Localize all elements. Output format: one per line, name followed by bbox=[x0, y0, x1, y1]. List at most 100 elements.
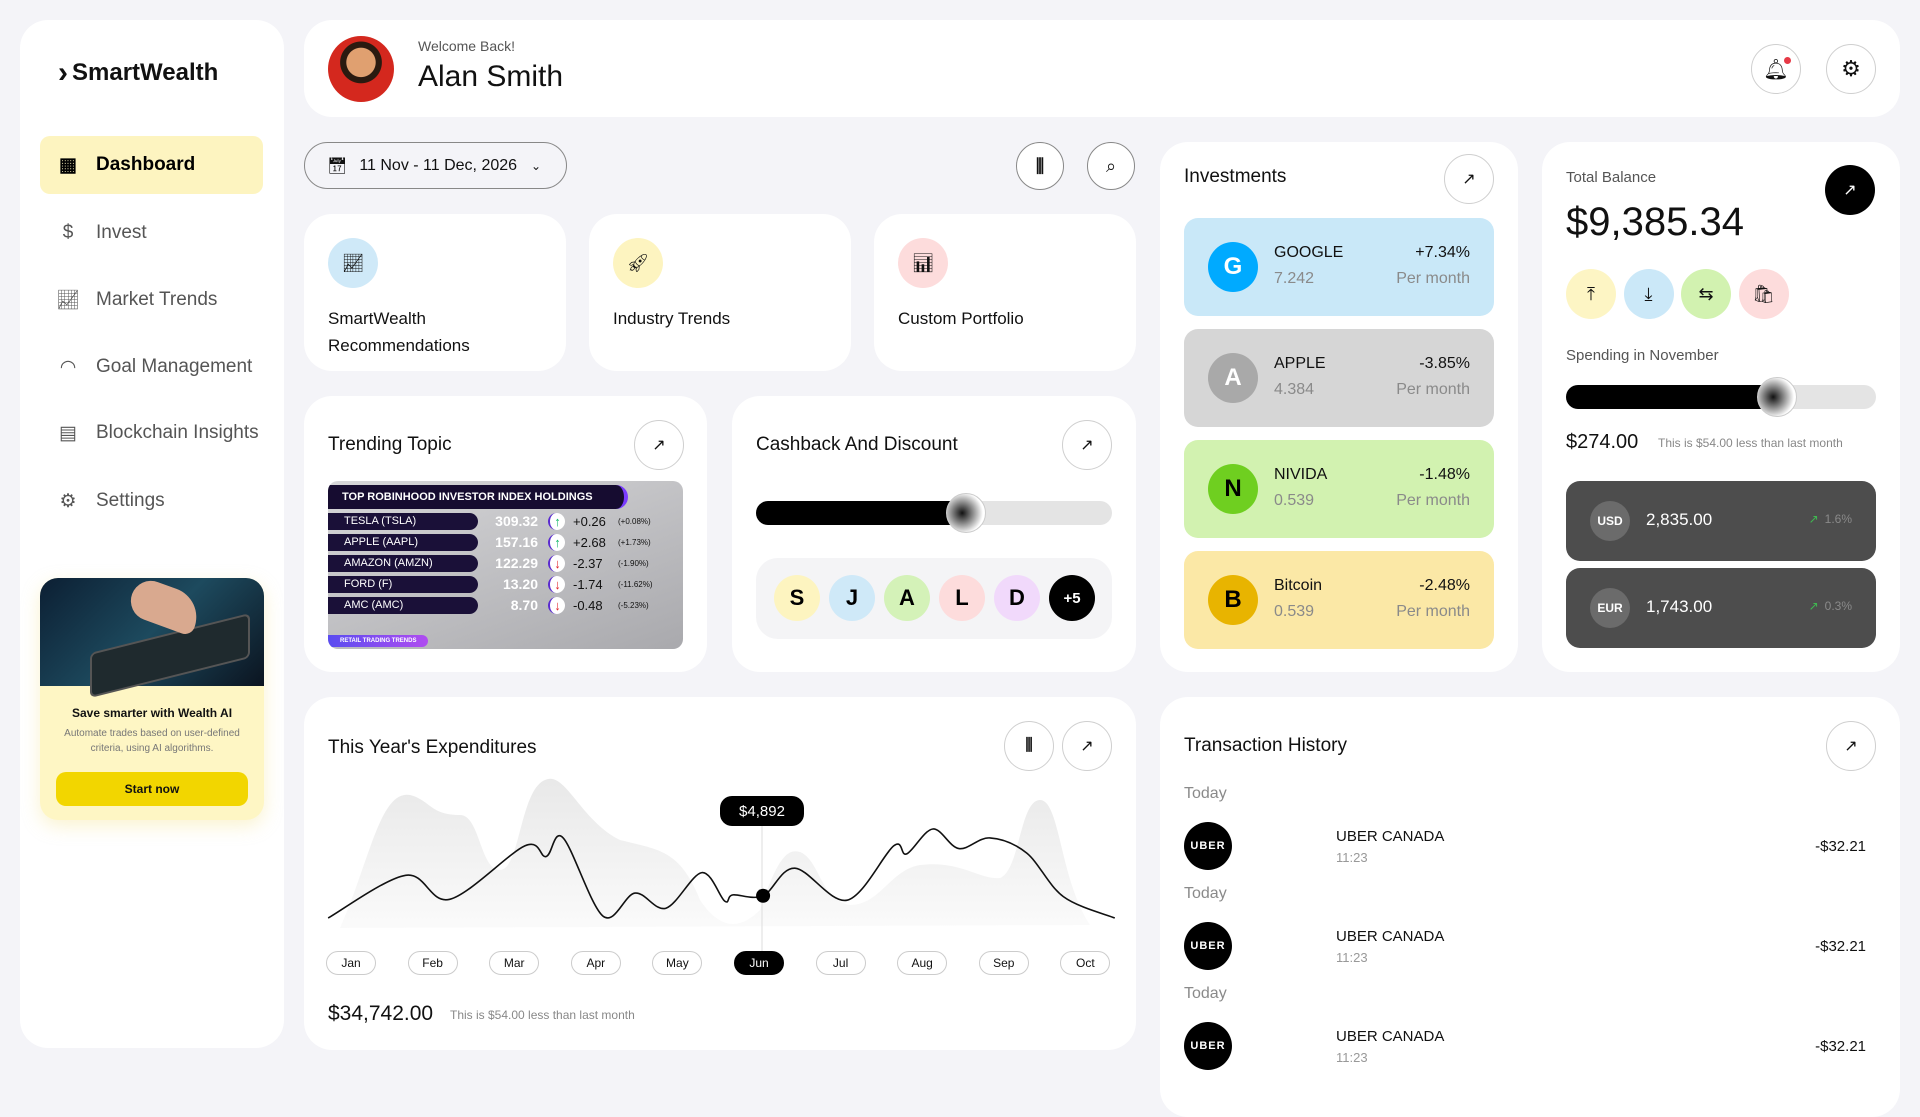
sidebar-item-blockchain-insights[interactable]: ▤ Blockchain Insights bbox=[40, 404, 263, 462]
month-apr[interactable]: Apr bbox=[570, 951, 621, 975]
investment-change: +7.34% bbox=[1415, 244, 1470, 261]
transaction-time: 11:23 bbox=[1336, 1050, 1368, 1065]
expenditures-filter-button[interactable]: ⫼ bbox=[1004, 721, 1054, 771]
sidebar-item-goal-management[interactable]: ◠ Goal Management bbox=[40, 338, 263, 396]
search-button[interactable]: ⌕ bbox=[1087, 142, 1135, 190]
avatar[interactable] bbox=[328, 36, 394, 102]
investment-period: Per month bbox=[1396, 381, 1470, 398]
investment-bitcoin[interactable]: B Bitcoin 0.539 -2.48% Per month bbox=[1184, 551, 1494, 649]
transactions-open-button[interactable]: ↗ bbox=[1826, 721, 1876, 771]
investments-open-button[interactable]: ↗ bbox=[1444, 154, 1494, 204]
notifications-button[interactable]: 🔔︎ bbox=[1751, 44, 1801, 94]
member-avatar[interactable]: D bbox=[994, 575, 1040, 621]
gauge-icon: ◠ bbox=[59, 356, 77, 378]
slider-knob[interactable] bbox=[946, 493, 987, 533]
arrow-up-right-icon: ↗ bbox=[1462, 171, 1476, 188]
arrow-up-right-icon: ↗ bbox=[1080, 437, 1094, 454]
transaction-time: 11:23 bbox=[1336, 850, 1368, 865]
sidebar-item-label: Settings bbox=[96, 490, 165, 511]
trending-image[interactable]: TOP ROBINHOOD INVESTOR INDEX HOLDINGS TE… bbox=[328, 481, 683, 649]
start-now-button[interactable]: Start now bbox=[56, 772, 248, 806]
investment-change: -2.48% bbox=[1419, 577, 1470, 594]
sidebar-item-invest[interactable]: $ Invest bbox=[40, 204, 263, 262]
sidebar-item-dashboard[interactable]: ▦ Dashboard bbox=[40, 136, 263, 194]
investment-name: GOOGLE bbox=[1274, 244, 1344, 261]
month-mar[interactable]: Mar bbox=[489, 951, 540, 975]
transfer-icon: ⇆ bbox=[1698, 283, 1714, 304]
download-button[interactable]: ⤓ bbox=[1623, 269, 1674, 319]
investment-apple[interactable]: A APPLE 4.384 -3.85% Per month bbox=[1184, 329, 1494, 427]
quick-card-label: Custom Portfolio bbox=[898, 309, 1024, 328]
promo-image bbox=[40, 578, 264, 698]
spending-knob[interactable] bbox=[1756, 377, 1797, 417]
holding-price: 157.16 bbox=[495, 534, 538, 550]
upload-icon: ⤒ bbox=[1587, 283, 1595, 304]
download-icon: ⤓ bbox=[1644, 283, 1653, 304]
quick-card-1[interactable]: 🚀︎ Industry Trends bbox=[589, 214, 851, 371]
holding-price: 309.32 bbox=[495, 513, 538, 529]
transaction-amount: -$32.21 bbox=[1815, 838, 1866, 855]
spending-label: Spending in November bbox=[1566, 347, 1719, 364]
brand-logo[interactable]: › SmartWealth bbox=[58, 56, 218, 90]
cashback-slider[interactable] bbox=[756, 493, 1112, 533]
arrow-up-right-icon: ↗ bbox=[1080, 738, 1094, 755]
month-aug[interactable]: Aug bbox=[897, 951, 948, 975]
balance-open-button[interactable]: ↗ bbox=[1825, 165, 1875, 215]
currency-usd[interactable]: USD 2,835.00 ↗ 1.6% bbox=[1566, 481, 1876, 561]
sliders-icon: ⫼ bbox=[1025, 737, 1033, 754]
expenditure-line bbox=[327, 828, 1116, 919]
bag-button[interactable]: 🛍︎ bbox=[1738, 269, 1789, 319]
trending-open-button[interactable]: ↗ bbox=[634, 420, 684, 470]
member-avatar[interactable]: A bbox=[884, 575, 930, 621]
investment-google[interactable]: G GOOGLE 7.242 +7.34% Per month bbox=[1184, 218, 1494, 316]
transaction-day: Today bbox=[1184, 985, 1227, 1002]
month-jul[interactable]: Jul bbox=[815, 951, 866, 975]
transfer-button[interactable]: ⇆ bbox=[1681, 269, 1731, 319]
spending-bar[interactable] bbox=[1566, 377, 1876, 417]
merchant-logo: UBER bbox=[1184, 922, 1232, 970]
sidebar-item-label: Dashboard bbox=[96, 154, 196, 175]
month-oct[interactable]: Oct bbox=[1060, 951, 1111, 975]
settings-button[interactable]: ⚙ bbox=[1826, 44, 1876, 94]
member-avatar[interactable]: S bbox=[774, 575, 820, 621]
ledger-icon: ▤ bbox=[59, 422, 77, 444]
holding-row: APPLE (AAPL) 157.16 ↑ +2.68 (+1.73%) bbox=[328, 534, 683, 552]
month-may[interactable]: May bbox=[652, 951, 703, 975]
sliders-icon: ⫼ bbox=[1035, 155, 1045, 176]
member-avatar[interactable]: L bbox=[939, 575, 985, 621]
arrow-up-right-icon: ↗ bbox=[1844, 738, 1858, 755]
date-range-picker[interactable]: 📅︎ 11 Nov - 11 Dec, 2026 ⌄ bbox=[304, 142, 567, 189]
cashback-open-button[interactable]: ↗ bbox=[1062, 420, 1112, 470]
month-jan[interactable]: Jan bbox=[326, 951, 376, 975]
filter-button[interactable]: ⫼ bbox=[1016, 142, 1064, 190]
transaction-name[interactable]: UBER CANADA bbox=[1336, 1028, 1445, 1045]
investment-name: Bitcoin bbox=[1274, 577, 1323, 594]
cashback-card: Cashback And Discount ↗ bbox=[732, 396, 1136, 672]
investment-period: Per month bbox=[1396, 270, 1470, 287]
upload-button[interactable]: ⤒ bbox=[1566, 269, 1616, 319]
transaction-name[interactable]: UBER CANADA bbox=[1336, 928, 1445, 945]
member-avatar[interactable]: +5 bbox=[1049, 575, 1095, 621]
quick-card-0[interactable]: 📈︎ SmartWealth Recommendations bbox=[304, 214, 566, 371]
promo-title: Save smarter with Wealth AI bbox=[71, 706, 233, 720]
holding-percent: (+0.08%) bbox=[618, 517, 651, 526]
spending-note: This is $54.00 less than last month bbox=[1658, 436, 1843, 450]
currency-eur[interactable]: EUR 1,743.00 ↗ 0.3% bbox=[1566, 568, 1876, 648]
investment-nivida[interactable]: N NIVIDA 0.539 -1.48% Per month bbox=[1184, 440, 1494, 538]
member-avatar[interactable]: J bbox=[829, 575, 875, 621]
merchant-logo: UBER bbox=[1184, 822, 1232, 870]
month-sep[interactable]: Sep bbox=[978, 951, 1029, 975]
expenditures-open-button[interactable]: ↗ bbox=[1062, 721, 1112, 771]
sidebar-item-settings[interactable]: ⚙ Settings bbox=[40, 472, 263, 530]
chart-tooltip: $4,892 bbox=[720, 796, 804, 826]
month-feb[interactable]: Feb bbox=[407, 951, 458, 975]
transactions-title: Transaction History bbox=[1184, 735, 1347, 756]
chart-up-icon: 📊︎ bbox=[898, 238, 948, 288]
currency-change: 0.3% bbox=[1824, 599, 1852, 613]
arrow-down-icon: ↓ bbox=[548, 576, 565, 593]
month-jun[interactable]: Jun bbox=[734, 951, 784, 975]
transaction-name[interactable]: UBER CANADA bbox=[1336, 828, 1445, 845]
currency-amount: 1,743.00 bbox=[1646, 597, 1713, 616]
quick-card-2[interactable]: 📊︎ Custom Portfolio bbox=[874, 214, 1136, 371]
sidebar-item-market-trends[interactable]: 📈︎ Market Trends bbox=[40, 271, 263, 329]
